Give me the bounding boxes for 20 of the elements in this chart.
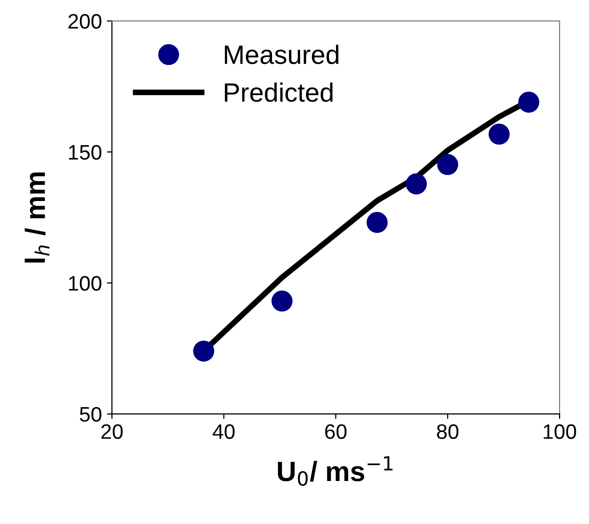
x-axis-title: U$_{0}$/ ms$^{−1}$ [278,456,392,486]
y-tick-label: 100 [69,276,102,291]
x-tick-label: 100 [544,424,576,439]
x-tick-label: 20 [101,424,123,439]
y-tick-label: 50 [80,406,102,422]
point [518,92,540,113]
point [366,212,388,233]
legend-label: Predicted [224,82,333,102]
x-tick-label: 60 [325,424,347,439]
y-tick-label: 150 [69,144,102,160]
y-axis-title: l$_{h}$ / mm [24,172,50,262]
point [193,340,214,362]
point [406,173,427,194]
point [488,124,510,145]
point [437,154,458,176]
point [271,290,293,312]
x-tick-label: 80 [436,424,458,439]
y-tick-label: 200 [68,14,102,29]
x-tick-label: 40 [212,424,235,439]
legend-label: Measured [224,44,338,64]
